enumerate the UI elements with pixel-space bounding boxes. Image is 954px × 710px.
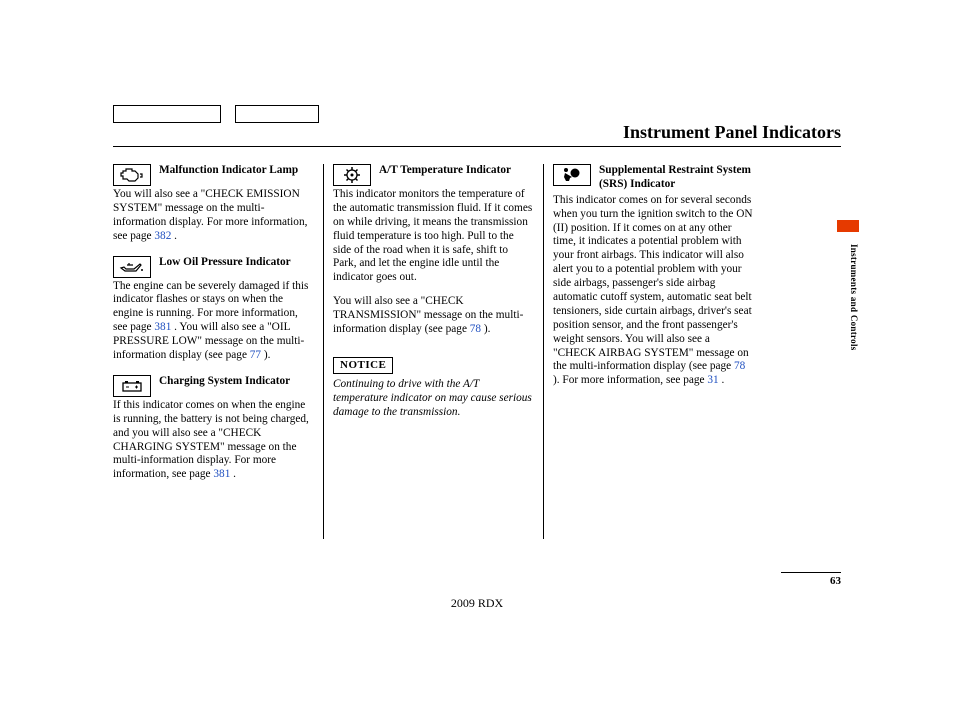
page-number: 63 — [830, 575, 841, 587]
gear-temp-icon — [333, 164, 371, 186]
section-low-oil-pressure: Low Oil Pressure Indicator The engine ca… — [113, 256, 313, 363]
oil-can-icon — [113, 256, 151, 278]
column-2: A/T Temperature Indicator This indicator… — [333, 164, 533, 494]
page-ref[interactable]: 31 — [707, 374, 718, 386]
section-title: Charging System Indicator — [159, 375, 290, 389]
section-malfunction-indicator: Malfunction Indicator Lamp You will also… — [113, 164, 313, 244]
airbag-icon — [553, 164, 591, 186]
notice-text: Continuing to drive with the A/T tempera… — [333, 378, 533, 420]
column-3: Supplemental Restraint System (SRS) Indi… — [553, 164, 753, 494]
section-body: This indicator comes on for several seco… — [553, 194, 753, 388]
section-body: The engine can be severely damaged if th… — [113, 280, 313, 363]
section-title: Supplemental Restraint System (SRS) Indi… — [599, 164, 753, 192]
section-tab-marker — [837, 220, 859, 232]
section-body: If this indicator comes on when the engi… — [113, 399, 313, 482]
notice-label: NOTICE — [333, 357, 393, 375]
page-ref[interactable]: 381 — [154, 321, 171, 333]
page-ref[interactable]: 382 — [154, 230, 171, 242]
page-ref[interactable]: 78 — [470, 323, 481, 335]
section-body: You will also see a "CHECK EMISSION SYST… — [113, 188, 313, 244]
page-ref[interactable]: 381 — [213, 468, 230, 480]
section-at-temperature: A/T Temperature Indicator This indicator… — [333, 164, 533, 337]
page-ref[interactable]: 77 — [250, 349, 261, 361]
footer-model-year: 2009 RDX — [0, 596, 954, 611]
header-placeholder-boxes — [113, 105, 319, 123]
page-ref[interactable]: 78 — [734, 360, 745, 372]
section-srs-indicator: Supplemental Restraint System (SRS) Indi… — [553, 164, 753, 388]
page-title: Instrument Panel Indicators — [623, 122, 841, 143]
content-columns: Malfunction Indicator Lamp You will also… — [113, 164, 841, 494]
section-body-2: You will also see a "CHECK TRANSMISSION"… — [333, 295, 533, 337]
header-box-2 — [235, 105, 319, 123]
section-body-1: This indicator monitors the temperature … — [333, 188, 533, 285]
header-box-1 — [113, 105, 221, 123]
section-side-label: Instruments and Controls — [849, 244, 859, 351]
section-title: Low Oil Pressure Indicator — [159, 256, 291, 270]
battery-icon — [113, 375, 151, 397]
section-title: A/T Temperature Indicator — [379, 164, 511, 178]
page-number-rule — [781, 572, 841, 573]
column-1: Malfunction Indicator Lamp You will also… — [113, 164, 313, 494]
section-title: Malfunction Indicator Lamp — [159, 164, 298, 178]
section-charging-system: Charging System Indicator If this indica… — [113, 375, 313, 482]
engine-icon — [113, 164, 151, 186]
title-underline — [113, 146, 841, 147]
manual-page: Instrument Panel Indicators Malfunction … — [0, 0, 954, 710]
